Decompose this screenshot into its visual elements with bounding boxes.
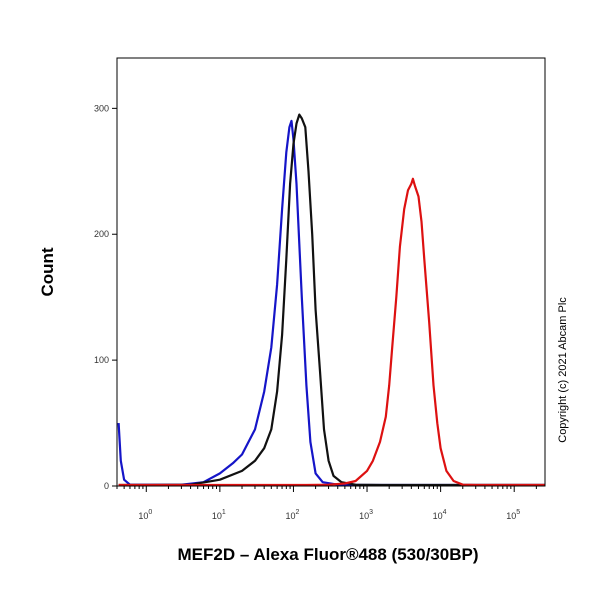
histogram-series-3 [118,177,545,487]
histogram-series-1 [117,119,545,487]
x-axis-title: MEF2D – Alexa Fluor®488 (530/30BP) [177,545,478,564]
y-axis-ticks: 0 100 200 300 [94,103,117,491]
y-tick-label: 300 [94,103,109,113]
x-tick-label: 102 [285,509,299,521]
x-tick-label: 104 [433,509,447,521]
x-axis-ticks: 100 101 102 103 104 105 [116,486,537,521]
y-tick-label: 0 [104,481,109,491]
plot-lines [117,113,545,487]
x-tick-label: 103 [359,509,373,521]
y-tick-label: 100 [94,355,109,365]
histogram-series-2 [118,113,545,487]
x-tick-label: 105 [506,509,520,521]
copyright-notice: Copyright (c) 2021 Abcam Plc [557,297,569,443]
plot-frame [116,57,546,487]
y-axis-title: Count [38,247,57,296]
x-tick-label: 100 [138,509,152,521]
x-tick-label: 101 [212,509,226,521]
y-tick-label: 200 [94,229,109,239]
